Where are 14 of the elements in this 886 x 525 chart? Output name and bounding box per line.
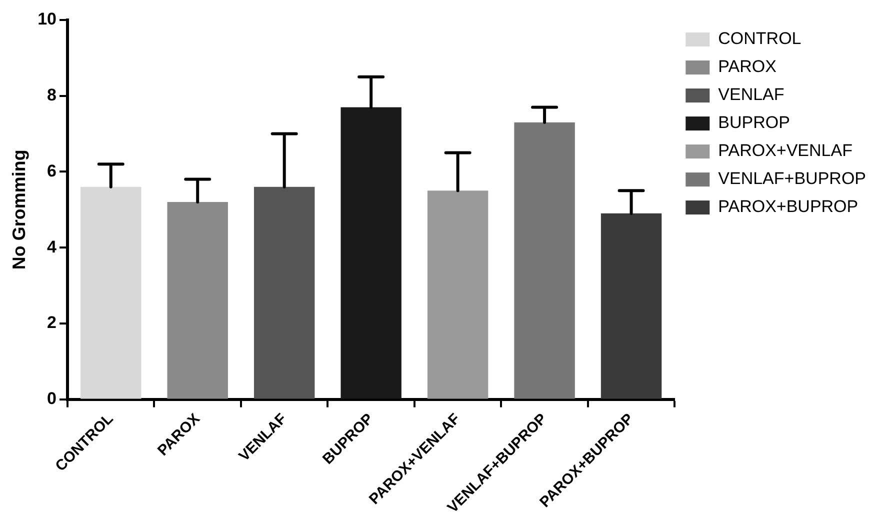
y-tick-label: 6 [47,161,57,180]
legend-label: CONTROL [718,29,802,48]
legend-label: PAROX+BUPROP [718,197,858,216]
legend-label: VENLAF [718,85,784,104]
y-tick-label: 2 [47,313,57,332]
legend-label: PAROX [718,57,776,76]
y-tick-label: 10 [38,10,57,29]
legend-label: PAROX+VENLAF [718,141,852,160]
legend-label: VENLAF+BUPROP [718,169,866,188]
legend-label: BUPROP [718,113,790,132]
y-axis-title: No Gromming [8,150,29,270]
y-tick-label: 4 [47,237,58,256]
y-tick-label: 8 [47,86,57,105]
y-tick-label: 0 [47,388,57,408]
